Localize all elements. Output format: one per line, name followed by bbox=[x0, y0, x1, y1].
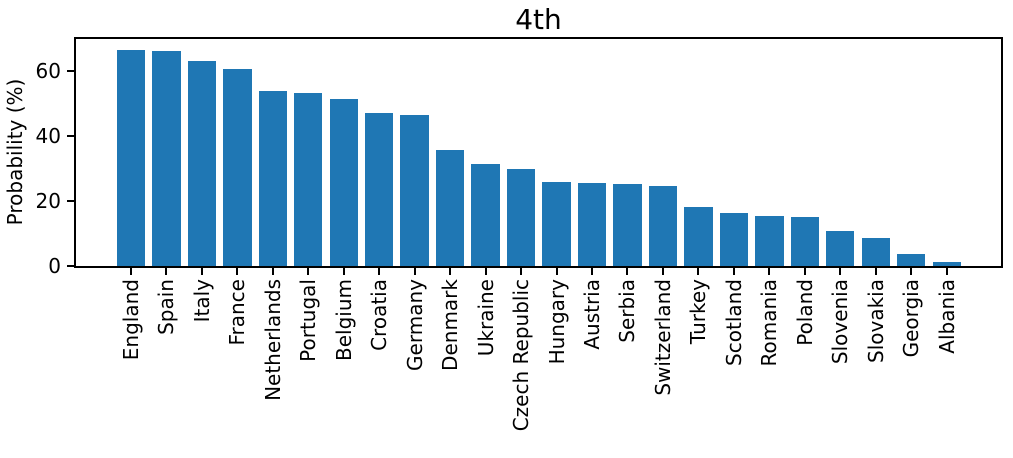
bar-scotland bbox=[719, 213, 749, 266]
bar-slovakia bbox=[861, 237, 890, 266]
bar-portugal bbox=[294, 93, 323, 266]
x-tick-mark bbox=[910, 268, 913, 275]
bar-belgium bbox=[329, 98, 358, 266]
x-tick-label-england: England bbox=[118, 279, 143, 361]
bar-denmark bbox=[435, 149, 465, 266]
x-tick-label-belgium: Belgium bbox=[331, 279, 356, 361]
x-tick-mark bbox=[342, 268, 345, 275]
y-tick-label-20: 20 bbox=[35, 189, 61, 214]
x-tick-label-slovenia: Slovenia bbox=[828, 279, 853, 365]
x-tick-label-netherlands: Netherlands bbox=[260, 279, 285, 401]
bar-hungary bbox=[542, 181, 571, 266]
bar-germany bbox=[400, 114, 429, 266]
x-tick-mark bbox=[945, 268, 948, 275]
x-tick-mark bbox=[484, 268, 487, 275]
x-tick-label-albania: Albania bbox=[934, 279, 959, 354]
plot-area: England Spain Italy France Netherlands Portug… bbox=[36, 37, 1003, 431]
x-tick-mark bbox=[697, 268, 700, 275]
x-tick-label-poland: Poland bbox=[792, 279, 817, 346]
bar-italy bbox=[187, 60, 217, 266]
x-tick-mark bbox=[307, 268, 310, 275]
bar-czech-republic bbox=[506, 169, 536, 266]
x-tick-label-scotland: Scotland bbox=[721, 279, 746, 366]
bar-france bbox=[223, 68, 252, 266]
x-tick-mark bbox=[449, 268, 452, 275]
x-tick-mark bbox=[803, 268, 806, 275]
y-tick-label-40: 40 bbox=[35, 124, 61, 149]
bar-croatia bbox=[364, 112, 394, 266]
x-tick-label-czech-republic: Czech Republic bbox=[509, 279, 534, 432]
x-tick-label-spain: Spain bbox=[154, 279, 179, 335]
y-tick-mark bbox=[67, 135, 74, 138]
x-tick-label-ukraine: Ukraine bbox=[473, 279, 498, 357]
x-tick-mark bbox=[378, 268, 381, 275]
bar-turkey bbox=[684, 207, 713, 266]
bar-ukraine bbox=[471, 163, 500, 266]
x-tick-label-germany: Germany bbox=[402, 279, 427, 371]
bar-romania bbox=[755, 216, 784, 266]
bar-georgia bbox=[897, 253, 926, 266]
x-tick-mark bbox=[874, 268, 877, 275]
y-tick-mark bbox=[67, 70, 74, 73]
x-tick-mark bbox=[661, 268, 664, 275]
bar-england bbox=[116, 50, 146, 266]
x-tick-label-serbia: Serbia bbox=[615, 279, 640, 343]
bar-switzerland bbox=[648, 185, 678, 266]
x-tick-label-switzerland: Switzerland bbox=[650, 279, 675, 396]
x-tick-label-georgia: Georgia bbox=[899, 279, 924, 358]
x-tick-mark bbox=[271, 268, 274, 275]
x-tick-label-romania: Romania bbox=[757, 279, 782, 367]
x-tick-mark bbox=[200, 268, 203, 275]
x-tick-label-italy: Italy bbox=[189, 279, 214, 323]
bar-netherlands bbox=[258, 90, 287, 266]
bar-serbia bbox=[613, 183, 642, 266]
x-tick-label-hungary: Hungary bbox=[544, 279, 569, 365]
x-tick-mark bbox=[129, 268, 132, 275]
x-tick-mark bbox=[165, 268, 168, 275]
y-tick-label-60: 60 bbox=[35, 59, 61, 84]
x-tick-mark bbox=[236, 268, 239, 275]
y-tick-mark bbox=[67, 200, 74, 203]
bar-spain bbox=[152, 51, 181, 266]
x-tick-mark bbox=[591, 268, 593, 275]
x-tick-label-austria: Austria bbox=[580, 279, 604, 350]
x-tick-mark bbox=[768, 268, 771, 275]
bar-albania bbox=[932, 262, 961, 266]
bar-slovenia bbox=[826, 231, 855, 266]
x-tick-label-denmark: Denmark bbox=[438, 279, 463, 371]
bar-poland bbox=[790, 216, 820, 266]
chart-title: 4th bbox=[515, 3, 562, 36]
bar-austria bbox=[577, 182, 607, 266]
y-tick-mark bbox=[67, 265, 74, 267]
x-tick-mark bbox=[555, 268, 558, 275]
x-tick-mark bbox=[732, 268, 735, 275]
x-tick-mark bbox=[839, 268, 842, 275]
x-tick-label-croatia: Croatia bbox=[367, 279, 392, 351]
x-tick-label-turkey: Turkey bbox=[686, 279, 711, 345]
x-tick-mark bbox=[520, 268, 523, 275]
x-tick-label-france: France bbox=[225, 279, 250, 346]
x-tick-label-portugal: Portugal bbox=[296, 279, 321, 362]
x-tick-label-slovakia: Slovakia bbox=[863, 279, 888, 363]
x-tick-mark bbox=[626, 268, 629, 275]
x-tick-mark bbox=[413, 268, 416, 275]
y-tick-label-0: 0 bbox=[48, 254, 61, 278]
